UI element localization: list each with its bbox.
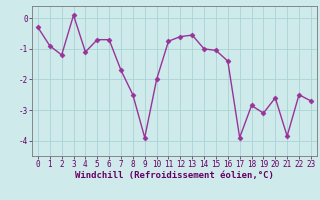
X-axis label: Windchill (Refroidissement éolien,°C): Windchill (Refroidissement éolien,°C)	[75, 171, 274, 180]
